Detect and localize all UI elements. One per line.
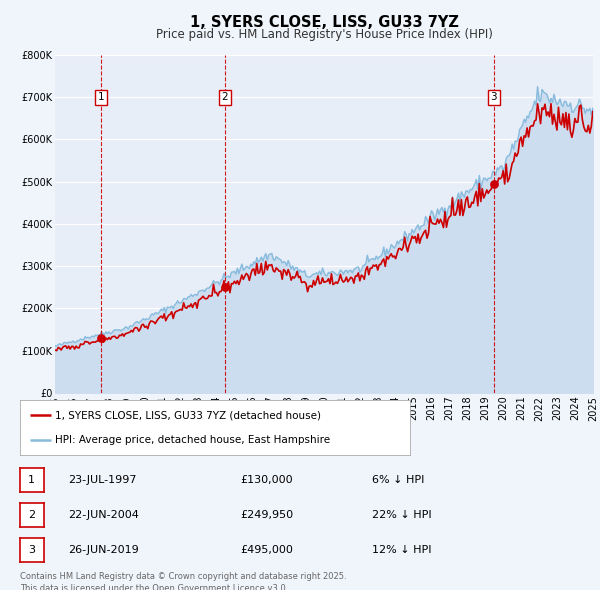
Text: 3: 3 — [28, 545, 35, 555]
Text: 6% ↓ HPI: 6% ↓ HPI — [372, 475, 424, 485]
Text: 2: 2 — [28, 510, 35, 520]
Point — [489, 179, 499, 188]
Text: Price paid vs. HM Land Registry's House Price Index (HPI): Price paid vs. HM Land Registry's House … — [155, 28, 493, 41]
Text: HPI: Average price, detached house, East Hampshire: HPI: Average price, detached house, East… — [55, 434, 330, 444]
Text: 1, SYERS CLOSE, LISS, GU33 7YZ: 1, SYERS CLOSE, LISS, GU33 7YZ — [190, 15, 458, 30]
Text: 3: 3 — [491, 92, 497, 102]
Text: £249,950: £249,950 — [240, 510, 293, 520]
Text: 1: 1 — [98, 92, 104, 102]
Text: 22-JUN-2004: 22-JUN-2004 — [68, 510, 139, 520]
Text: 22% ↓ HPI: 22% ↓ HPI — [372, 510, 431, 520]
Point — [220, 283, 230, 292]
Text: Contains HM Land Registry data © Crown copyright and database right 2025.
This d: Contains HM Land Registry data © Crown c… — [20, 572, 346, 590]
Text: 12% ↓ HPI: 12% ↓ HPI — [372, 545, 431, 555]
Text: 26-JUN-2019: 26-JUN-2019 — [68, 545, 139, 555]
Text: 2: 2 — [221, 92, 228, 102]
Text: £130,000: £130,000 — [240, 475, 293, 485]
Text: £495,000: £495,000 — [240, 545, 293, 555]
Text: 1, SYERS CLOSE, LISS, GU33 7YZ (detached house): 1, SYERS CLOSE, LISS, GU33 7YZ (detached… — [55, 411, 321, 421]
Text: 1: 1 — [28, 475, 35, 485]
Text: 23-JUL-1997: 23-JUL-1997 — [68, 475, 136, 485]
Point — [96, 333, 106, 343]
